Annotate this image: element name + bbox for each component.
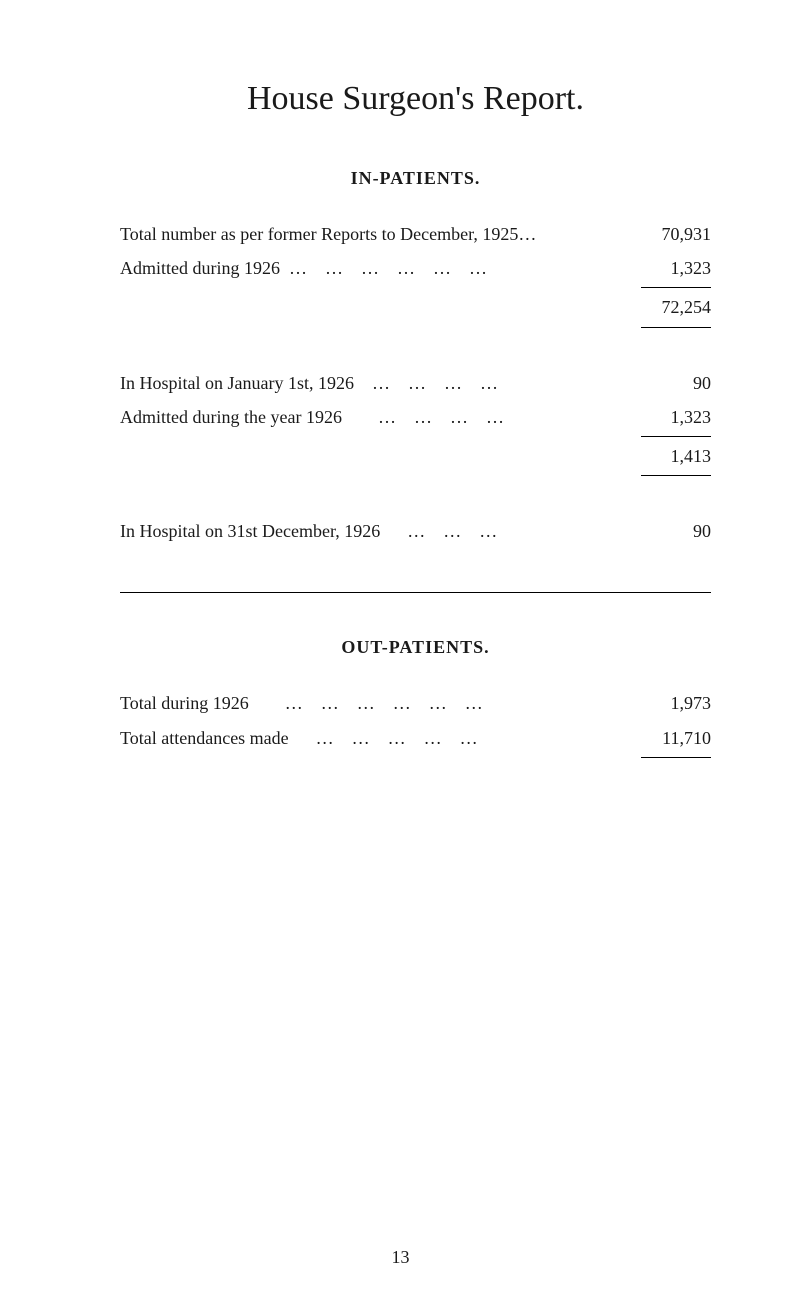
table-row: Total number as per former Reports to De… [120,217,711,251]
subtotal-rule [641,436,711,437]
row-label: Total during 1926 … … … … … … [120,686,483,720]
row-value: 72,254 [631,290,711,324]
page: House Surgeon's Report. IN-PATIENTS. Tot… [0,0,801,1308]
row-value: 90 [631,514,711,548]
subtotal-row: 1,413 [120,439,711,473]
row-label: Total number as per former Reports to De… [120,217,536,251]
row-value: 11,710 [631,721,711,755]
row-label: In Hospital on 31st December, 1926 … … … [120,514,497,548]
table-row: Admitted during the year 1926 … … … … 1,… [120,400,711,434]
row-value: 1,323 [631,251,711,285]
row-value: 1,323 [631,400,711,434]
subtotal-rule [641,287,711,288]
row-label: Admitted during 1926 … … … … … … [120,251,487,285]
row-label: Admitted during the year 1926 … … … … [120,400,504,434]
section-divider [120,592,711,593]
page-number: 13 [0,1247,801,1268]
spacer [120,478,711,514]
table-row: Admitted during 1926 … … … … … … 1,323 [120,251,711,285]
subtotal-row: 72,254 [120,290,711,324]
report-title: House Surgeon's Report. [120,80,711,118]
out-patients-heading: OUT-PATIENTS. [120,637,711,658]
subtotal-rule [641,757,711,758]
row-label: Total attendances made … … … … … [120,721,478,755]
row-value: 90 [631,366,711,400]
subtotal-rule [641,475,711,476]
table-row: Total during 1926 … … … … … … 1,973 [120,686,711,720]
table-row: In Hospital on 31st December, 1926 … … …… [120,514,711,548]
subtotal-rule [641,327,711,328]
row-label: In Hospital on January 1st, 1926 … … … … [120,366,498,400]
table-row: In Hospital on January 1st, 1926 … … … …… [120,366,711,400]
row-value: 1,413 [631,439,711,473]
row-value: 70,931 [631,217,711,251]
spacer [120,330,711,366]
row-value: 1,973 [631,686,711,720]
table-row: Total attendances made … … … … … 11,710 [120,721,711,755]
in-patients-heading: IN-PATIENTS. [120,168,711,189]
